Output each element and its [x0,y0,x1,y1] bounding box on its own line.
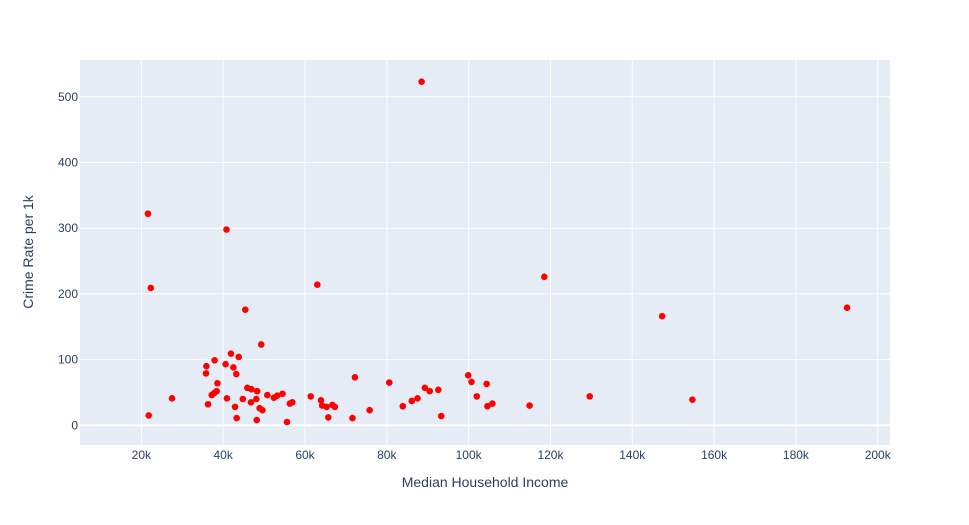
data-point[interactable] [213,387,220,395]
x-tick-label: 60k [295,448,315,462]
data-point[interactable] [168,395,176,402]
data-point[interactable] [247,398,255,406]
data-point[interactable] [468,378,475,386]
data-point[interactable] [239,395,247,403]
data-point[interactable] [323,403,330,411]
data-point[interactable] [586,393,594,400]
data-point[interactable] [147,284,155,292]
data-point[interactable] [317,397,325,404]
y-gridlines [80,96,890,427]
data-point[interactable] [231,403,239,411]
data-point[interactable] [223,226,230,233]
data-point[interactable] [253,387,261,395]
data-point[interactable] [437,412,445,420]
data-point[interactable] [418,78,425,85]
data-point[interactable] [283,418,291,426]
data-point[interactable] [399,402,407,410]
data-point[interactable] [279,390,286,398]
data-point[interactable] [235,353,243,361]
data-point[interactable] [414,395,421,402]
x-gridlines [140,60,879,445]
data-point[interactable] [203,362,210,370]
x-tick-label: 20k [132,448,152,462]
data-point[interactable] [489,400,496,407]
data-point[interactable] [307,393,315,400]
data-point[interactable] [435,386,442,394]
data-point[interactable] [843,304,851,311]
data-point[interactable] [248,385,255,393]
data-point[interactable] [227,350,235,357]
data-point[interactable] [473,393,481,400]
data-point[interactable] [222,360,229,368]
y-tick-label: 100 [58,353,78,367]
data-point[interactable] [385,379,393,386]
data-point[interactable] [325,414,332,421]
y-axis-title: Crime Rate per 1k [20,194,36,309]
data-point[interactable] [541,273,548,281]
x-tick-label: 180k [783,448,810,462]
data-point[interactable] [257,341,265,348]
x-tick-label: 140k [619,448,646,462]
data-point[interactable] [483,380,490,388]
y-tick-labels: 0 100 200 300 400 500 [58,90,78,432]
x-axis-title: Median Household Income [402,474,569,490]
data-point[interactable] [233,414,240,422]
data-point[interactable] [484,402,491,410]
data-point[interactable] [145,412,153,419]
plot-area [80,60,890,445]
data-point[interactable] [426,387,434,395]
data-point[interactable] [144,210,152,218]
x-tick-label: 200k [865,448,892,462]
y-tick-label: 300 [58,221,78,235]
data-point[interactable] [349,414,356,422]
x-tick-label: 100k [456,448,483,462]
data-point[interactable] [366,406,373,414]
data-point[interactable] [313,281,321,288]
data-point[interactable] [331,403,339,411]
x-tick-label: 40k [214,448,234,462]
data-point[interactable] [526,402,533,409]
data-point[interactable] [689,396,696,403]
data-point[interactable] [658,312,666,320]
data-point[interactable] [253,416,261,424]
data-point[interactable] [230,364,237,371]
x-tick-label: 160k [701,448,728,462]
x-tick-label: 120k [537,448,564,462]
x-tick-labels: 20k 40k 60k 80k 100k 120k 140k 160k 180k 200k [132,448,892,462]
data-point[interactable] [408,397,416,405]
data-point[interactable] [464,372,472,379]
data-point[interactable] [259,406,266,414]
y-tick-label: 400 [58,155,78,169]
data-point[interactable] [223,395,231,402]
data-point[interactable] [211,356,218,364]
data-point[interactable] [214,379,221,387]
y-tick-label: 200 [58,287,78,301]
data-point[interactable] [273,392,281,400]
data-point[interactable] [421,384,429,392]
data-point[interactable] [264,391,271,399]
data-point[interactable] [204,400,212,408]
data-points [144,78,851,426]
data-point[interactable] [289,398,296,406]
data-point[interactable] [253,395,260,403]
x-tick-label: 80k [377,448,397,462]
data-point[interactable] [241,306,249,313]
y-tick-label: 500 [58,90,78,104]
y-tick-label: 0 [71,418,78,432]
data-point[interactable] [232,370,240,378]
data-point[interactable] [351,374,359,381]
data-point[interactable] [202,370,210,377]
